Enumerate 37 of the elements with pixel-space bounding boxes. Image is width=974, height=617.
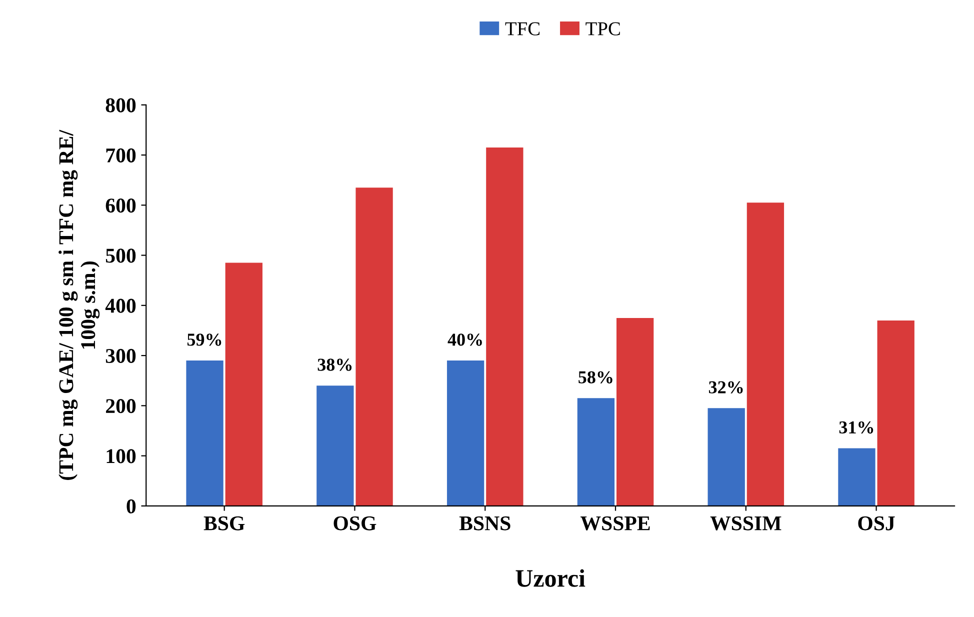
y-tick-label: 600 [106,198,136,213]
y-tick-label: 200 [106,399,136,414]
x-tick-label: BSNS [459,516,510,530]
x-tick-label: OSJ [858,516,895,530]
annotation: 31% [839,421,874,434]
y-tick-label: 700 [106,148,136,162]
x-tick-label: WSSIM [710,516,782,530]
y-tick-label: 500 [106,248,136,263]
bar [838,448,876,506]
y-tick-label: 300 [106,348,136,363]
bar [708,408,745,506]
bar [486,148,524,506]
annotation: 58% [578,371,612,384]
legend-label: TFC [505,22,540,36]
y-tick-label: 800 [106,98,136,112]
y-tick-label: 0 [126,499,136,514]
y-axis-title: (TPC mg GAE/ 100 g sm i TFC mg RE/ 100g s.m.) [58,130,100,480]
annotation: 38% [318,358,352,371]
bar [877,320,914,506]
legend-label: TPC [586,22,620,36]
y-tick-label: 400 [105,298,136,313]
bar [356,188,393,506]
x-axis-title: Uzorci [516,569,586,587]
annotation: 59% [187,334,222,346]
y-tick-label: 100 [106,449,136,464]
bar [446,360,484,506]
x-tick-label: BSG [204,516,245,530]
x-tick-label: WSSPE [580,516,650,530]
x-tick-label: OSG [334,516,376,530]
bar [186,360,224,506]
bar [577,398,615,506]
bar [616,318,654,506]
bar [316,386,354,506]
bar [746,202,784,506]
annotation: 40% [448,334,482,346]
annotation: 32% [708,381,743,394]
bar [225,262,262,506]
